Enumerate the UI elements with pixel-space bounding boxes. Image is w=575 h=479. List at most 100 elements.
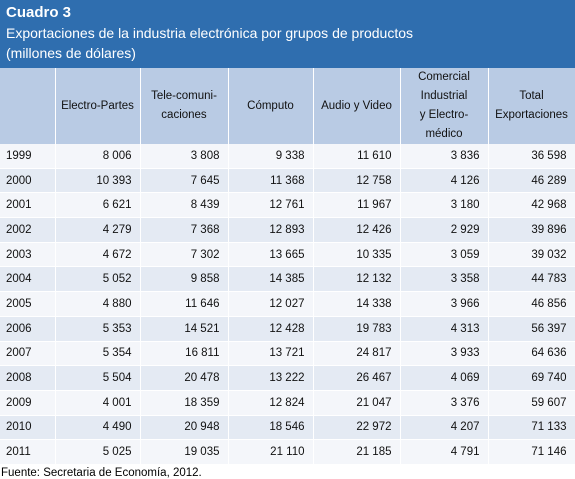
value-cell: 14 521 [140, 316, 229, 342]
value-cell: 19 035 [140, 439, 229, 465]
subtitle: Exportaciones de la industria electrónic… [6, 25, 414, 41]
value-cell: 4 880 [55, 291, 141, 317]
value-cell: 3 933 [400, 341, 489, 367]
value-cell: 10 393 [55, 168, 141, 194]
value-cell: 20 478 [140, 365, 229, 391]
units: (millones de dólares) [6, 45, 136, 61]
table-row: 1999 8 006 3 808 9 338 11 610 3 836 36 598 [0, 144, 575, 169]
value-cell: 46 856 [488, 291, 575, 317]
year-cell: 2000 [0, 168, 56, 194]
value-cell: 12 428 [228, 316, 314, 342]
value-cell: 18 546 [228, 415, 314, 441]
value-cell: 13 665 [228, 242, 314, 268]
value-cell: 4 207 [400, 415, 489, 441]
value-cell: 14 338 [313, 291, 401, 317]
value-cell: 4 672 [55, 242, 141, 268]
value-cell: 3 376 [400, 390, 489, 416]
value-cell: 3 059 [400, 242, 489, 268]
value-cell: 24 817 [313, 341, 401, 367]
value-cell: 5 354 [55, 341, 141, 367]
value-cell: 11 646 [140, 291, 229, 317]
column-header: Tele-comuni- caciones [140, 68, 229, 144]
header-row: Electro-Partes Tele-comuni- caciones Cómpu… [0, 68, 575, 144]
value-cell: 11 368 [228, 168, 314, 194]
column-header: Comercial Industrial y Electro- médico [400, 68, 489, 144]
year-cell: 2007 [0, 341, 56, 367]
value-cell: 42 968 [488, 192, 575, 219]
value-cell: 11 967 [313, 192, 401, 219]
value-cell: 8 006 [55, 144, 141, 169]
table-row: 2004 5 052 9 858 14 385 12 132 3 358 44 783 [0, 266, 575, 293]
value-cell: 64 636 [488, 341, 575, 367]
value-cell: 12 027 [228, 291, 314, 317]
value-cell: 69 740 [488, 365, 575, 391]
value-cell: 12 893 [228, 217, 314, 243]
value-cell: 12 758 [313, 168, 401, 194]
value-cell: 44 783 [488, 266, 575, 293]
table-row: 2009 4 001 18 359 12 824 21 047 3 376 59 607 [0, 390, 575, 416]
value-cell: 9 338 [228, 144, 314, 169]
value-cell: 13 721 [228, 341, 314, 367]
value-cell: 12 426 [313, 217, 401, 243]
value-cell: 59 607 [488, 390, 575, 416]
value-cell: 71 133 [488, 415, 575, 441]
table-row: 2000 10 393 7 645 11 368 12 758 4 126 46 289 [0, 168, 575, 194]
value-cell: 19 783 [313, 316, 401, 342]
year-cell: 2004 [0, 266, 56, 293]
year-cell: 2003 [0, 242, 56, 268]
value-cell: 4 001 [55, 390, 141, 416]
year-cell: 1999 [0, 144, 56, 169]
value-cell: 71 146 [488, 439, 575, 465]
value-cell: 20 948 [140, 415, 229, 441]
value-cell: 5 052 [55, 266, 141, 293]
value-cell: 4 279 [55, 217, 141, 243]
value-cell: 9 858 [140, 266, 229, 293]
value-cell: 3 966 [400, 291, 489, 317]
value-cell: 4 126 [400, 168, 489, 194]
value-cell: 5 025 [55, 439, 141, 465]
title: Cuadro 3 [6, 4, 72, 21]
value-cell: 22 972 [313, 415, 401, 441]
value-cell: 11 610 [313, 144, 401, 169]
value-cell: 8 439 [140, 192, 229, 219]
value-cell: 12 824 [228, 390, 314, 416]
year-cell: 2006 [0, 316, 56, 342]
value-cell: 3 808 [140, 144, 229, 169]
value-cell: 4 490 [55, 415, 141, 441]
value-cell: 2 929 [400, 217, 489, 243]
value-cell: 5 504 [55, 365, 141, 391]
table-row: 2010 4 490 20 948 18 546 22 972 4 207 71 133 [0, 415, 575, 441]
value-cell: 4 313 [400, 316, 489, 342]
value-cell: 12 761 [228, 192, 314, 219]
value-cell: 26 467 [313, 365, 401, 391]
column-header: Audio y Video [313, 68, 401, 144]
value-cell: 21 110 [228, 439, 314, 465]
value-cell: 13 222 [228, 365, 314, 391]
column-header: Cómputo [228, 68, 314, 144]
year-cell: 2008 [0, 365, 56, 391]
value-cell: 18 359 [140, 390, 229, 416]
value-cell: 36 598 [488, 144, 575, 169]
value-cell: 6 621 [55, 192, 141, 219]
table-row: 2011 5 025 19 035 21 110 21 185 4 791 71 146 [0, 439, 575, 465]
value-cell: 12 132 [313, 266, 401, 293]
year-cell: 2002 [0, 217, 56, 243]
value-cell: 4 791 [400, 439, 489, 465]
value-cell: 3 836 [400, 144, 489, 169]
table-row: 2003 4 672 7 302 13 665 10 335 3 059 39 032 [0, 242, 575, 268]
table-row: 2008 5 504 20 478 13 222 26 467 4 069 69 740 [0, 365, 575, 391]
table-row: 2005 4 880 11 646 12 027 14 338 3 966 46 856 [0, 291, 575, 317]
value-cell: 39 032 [488, 242, 575, 268]
table-row: 2001 6 621 8 439 12 761 11 967 3 180 42 968 [0, 192, 575, 219]
table-row: 2006 5 353 14 521 12 428 19 783 4 313 56 397 [0, 316, 575, 342]
value-cell: 10 335 [313, 242, 401, 268]
value-cell: 3 180 [400, 192, 489, 219]
year-cell: 2001 [0, 192, 56, 219]
column-header: Electro-Partes [55, 68, 141, 144]
column-header [0, 68, 56, 144]
value-cell: 46 289 [488, 168, 575, 194]
value-cell: 7 368 [140, 217, 229, 243]
value-cell: 16 811 [140, 341, 229, 367]
column-header: Total Exportaciones [488, 68, 575, 144]
